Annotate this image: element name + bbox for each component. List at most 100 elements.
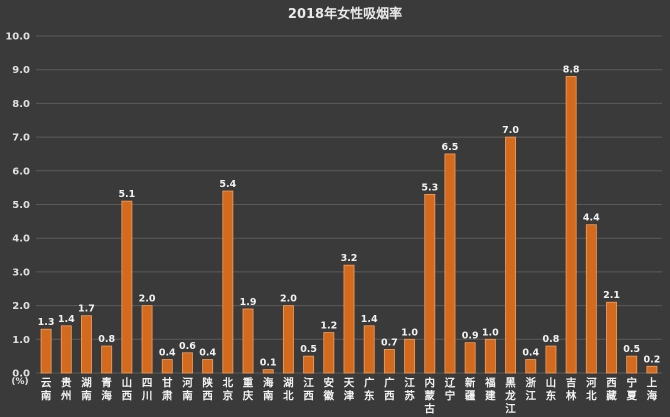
x-tick-label: 海南 [263,376,274,402]
x-tick-label: 黑龙江 [504,377,516,415]
x-tick-label: 广东 [364,376,375,402]
data-label: 1.0 [401,327,418,338]
y-axis-unit-label: (%) [11,377,28,387]
y-tick-label: 2.0 [12,301,30,312]
data-label: 1.7 [78,304,95,315]
x-tick-label: 北京 [223,376,234,402]
data-label: 0.6 [179,341,196,352]
bar [565,76,577,374]
data-label: 0.7 [381,337,398,348]
bar [202,359,214,374]
bar [262,369,274,374]
data-label: 0.5 [300,344,317,355]
data-label: 0.2 [643,354,660,365]
x-tick-label: 西藏 [606,377,617,402]
bar [383,349,395,374]
y-tick-label: 9.0 [12,65,30,76]
data-label: 0.8 [98,334,115,345]
y-tick-label: 5.0 [12,200,30,211]
bar [323,332,335,374]
y-tick-label: 6.0 [12,166,30,177]
bar [60,325,72,374]
bar [626,355,638,374]
x-tick-label: 云南 [41,377,52,402]
data-label: 5.3 [421,182,438,193]
x-tick-label: 贵州 [60,376,72,402]
gridlines [36,35,662,374]
bar [282,305,294,374]
y-tick-label: 3.0 [12,267,30,278]
bar [121,200,133,374]
data-label: 0.4 [159,348,176,359]
x-tick-label: 辽宁 [445,377,456,402]
data-label: 2.1 [603,290,620,301]
data-label: 1.4 [58,314,75,325]
x-tick-label: 福建 [484,376,496,402]
bar [40,328,52,374]
x-tick-label: 河南 [182,377,193,402]
bar [182,352,193,374]
data-label: 1.3 [38,317,55,328]
x-tick-label: 内蒙古 [425,376,436,415]
data-label: 1.9 [240,297,257,308]
y-tick-label: 4.0 [12,234,30,245]
x-tick-label: 宁夏 [625,376,637,402]
bar [363,325,375,374]
x-tick-label: 山东 [546,376,557,402]
bar [606,301,617,374]
bar [141,305,153,374]
bar [585,224,597,374]
x-tick-label: 甘肃 [162,376,173,402]
x-tick-label: 湖北 [283,376,294,402]
x-tick-label: 新疆 [465,376,476,402]
data-label: 0.4 [522,348,539,359]
data-label: 0.4 [199,348,216,359]
data-label: 2.0 [280,294,297,305]
bar [242,308,254,374]
x-tick-label: 吉林 [566,376,577,402]
data-label: 0.5 [623,344,640,355]
bar [646,365,658,374]
data-label: 0.8 [543,334,560,345]
x-tick-label: 重庆 [242,376,254,402]
bars [40,76,658,374]
bar [444,153,456,374]
bar [464,342,476,374]
x-tick-label: 江西 [303,376,314,402]
x-tick-label: 广西 [384,376,395,402]
x-axis-labels: 云南贵州湖南青海山西四川甘肃河南陕西北京重庆海南湖北江西安徽天津广东广西江苏内蒙… [41,376,658,415]
bar [81,315,92,374]
bar [343,264,355,374]
x-tick-label: 湖南 [81,376,92,402]
y-tick-label: 8.0 [12,99,30,110]
x-tick-label: 浙江 [525,376,536,402]
data-labels: 1.3 1.41.70.85.12.00.40.60.45.41.90.12.00… [38,64,661,368]
bar [161,359,173,374]
data-label: 5.4 [219,179,236,190]
x-tick-label: 安徽 [323,376,335,402]
bar [505,136,516,374]
data-label: 1.0 [482,327,499,338]
x-tick-label: 青海 [101,376,112,402]
y-tick-label: 0.0 [12,369,30,380]
x-tick-label: 上海 [647,376,658,402]
bar [101,345,113,374]
x-tick-label: 天津 [344,377,355,402]
x-tick-label: 陕西 [202,376,213,402]
data-label: 8.8 [563,64,580,75]
data-label: 7.0 [502,125,519,136]
data-label: 3.2 [341,253,358,264]
y-axis-ticks: 0.0 1.0 2.0 3.0 4.0 5.0 6.0 7.0 8.0 9.0 10.0 [5,32,30,380]
x-tick-label: 河北 [586,377,597,402]
bar [525,359,537,374]
bar [424,193,436,374]
data-label: 5.1 [118,189,135,200]
data-label: 1.4 [361,314,378,325]
data-label: 0.9 [462,331,479,342]
bar [303,355,315,374]
data-label: 2.0 [139,294,156,305]
y-tick-label: 1.0 [12,335,30,346]
y-tick-label: 7.0 [12,133,30,144]
